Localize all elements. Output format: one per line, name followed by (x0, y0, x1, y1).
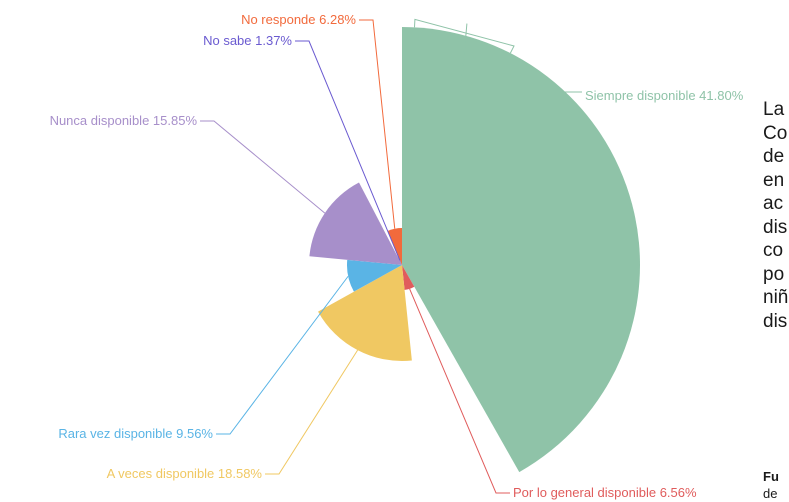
chart-labels: Siempre disponible 41.80% Por lo general … (50, 12, 744, 500)
label-no-sabe: No sabe 1.37% (203, 33, 292, 48)
side-line-6: dis (763, 216, 788, 238)
side-line-2: Co (763, 122, 788, 144)
side-line-9: niñ (763, 287, 789, 308)
leader-no-responde (359, 19, 396, 229)
side-line-1: La (763, 99, 785, 120)
source-note: Fu de (763, 468, 779, 502)
chart-leader-lines (200, 18, 582, 494)
label-rara-vez-disponible: Rara vez disponible 9.56% (58, 426, 213, 441)
leader-tail-siempre-disponible (460, 23, 582, 93)
leader-por-lo-general-disponible (409, 288, 510, 494)
side-line-3: de (763, 146, 785, 167)
side-line-8: po (763, 263, 785, 285)
slice-siempre-disponible (402, 27, 641, 473)
side-line-7: co (763, 240, 784, 261)
side-line-5: ac (763, 193, 784, 214)
slice-a-veces-disponible (318, 265, 412, 361)
slice-nunca-disponible (309, 182, 402, 265)
label-no-responde: No responde 6.28% (241, 12, 356, 27)
label-a-veces-disponible: A veces disponible 18.58% (107, 466, 263, 481)
slice-rara-vez-disponible (346, 259, 402, 292)
side-paragraph: La Co de en ac dis co po niñ dis (763, 98, 789, 333)
slice-por-lo-general-disponible (402, 265, 415, 290)
chart-slices (309, 27, 641, 473)
label-siempre-disponible: Siempre disponible 41.80% (585, 88, 744, 103)
source-label: Fu (763, 469, 779, 484)
side-line-10: dis (763, 310, 788, 332)
label-por-lo-general-disponible: Por lo general disponible 6.56% (513, 485, 697, 500)
label-nunca-disponible: Nunca disponible 15.85% (50, 113, 198, 128)
leader-no-sabe (295, 40, 401, 261)
source-text: de (763, 486, 778, 501)
slice-no-sabe (399, 260, 402, 265)
leader-siempre-disponible (413, 18, 515, 54)
leader-rara-vez-disponible (216, 275, 349, 435)
leader-nunca-disponible (200, 120, 326, 214)
side-line-4: en (763, 169, 785, 191)
leader-a-veces-disponible (265, 349, 359, 475)
